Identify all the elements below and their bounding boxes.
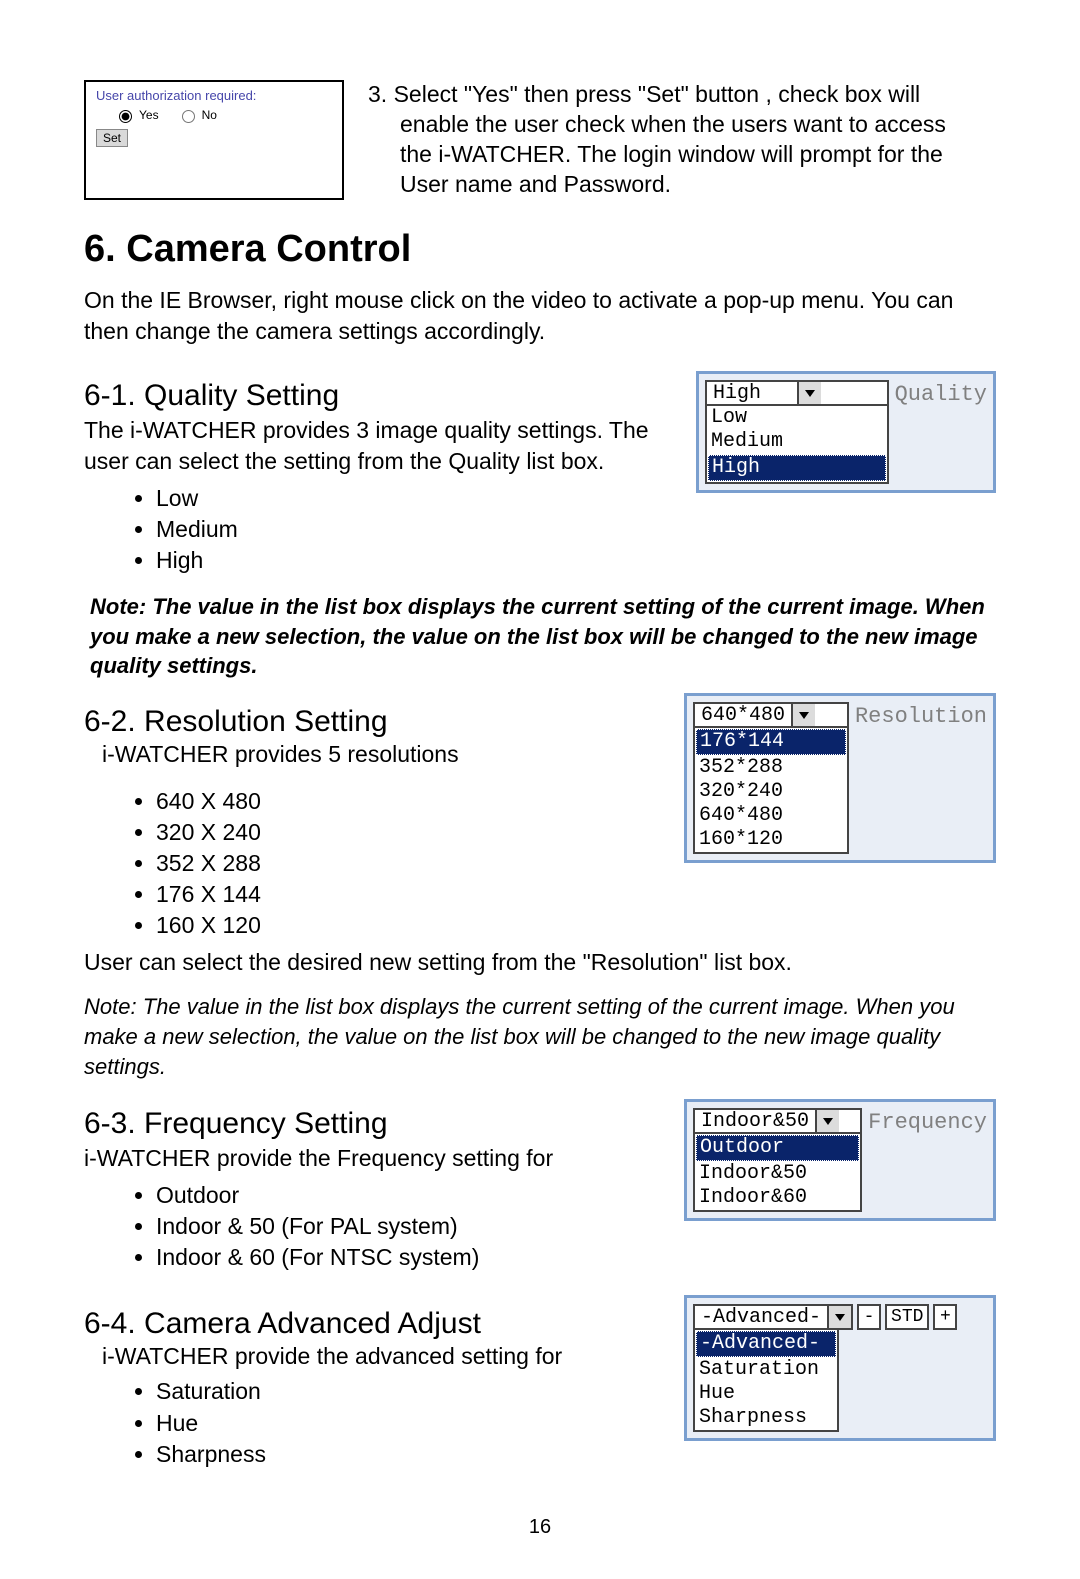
quality-items: LowMediumHigh [156, 483, 672, 576]
frequency-list[interactable]: OutdoorIndoor&50Indoor&60 [693, 1134, 862, 1212]
set-button[interactable]: Set [96, 129, 128, 147]
heading-camera-control: 6. Camera Control [84, 228, 996, 271]
dropdown-option[interactable]: Indoor&50 [695, 1162, 860, 1186]
advanced-widget: -Advanced- - STD + -Advanced-SaturationH… [684, 1295, 996, 1441]
list-item: Sharpness [156, 1439, 660, 1470]
list-item: Hue [156, 1408, 660, 1439]
resolution-label: Resolution [855, 704, 987, 729]
quality-combo[interactable]: High [705, 380, 889, 406]
dropdown-option[interactable]: Saturation [695, 1358, 837, 1382]
resolution-note: Note: The value in the list box displays… [84, 992, 996, 1081]
frequency-combo[interactable]: Indoor&50 [693, 1108, 862, 1134]
resolution-desc: i-WATCHER provides 5 resolutions [102, 741, 660, 768]
dropdown-option[interactable]: 160*120 [695, 828, 847, 852]
quality-note: Note: The value in the list box displays… [90, 592, 996, 681]
resolution-tail: User can select the desired new setting … [84, 947, 996, 978]
resolution-combo[interactable]: 640*480 [693, 702, 849, 728]
list-item: 160 X 120 [156, 910, 660, 941]
list-item: Low [156, 483, 672, 514]
frequency-label: Frequency [868, 1110, 987, 1135]
dropdown-option[interactable]: 176*144 [696, 729, 846, 755]
std-button[interactable]: STD [885, 1304, 929, 1330]
dropdown-option[interactable]: Indoor&60 [695, 1186, 860, 1210]
frequency-desc: i-WATCHER provide the Frequency setting … [84, 1143, 660, 1174]
dropdown-option[interactable]: Sharpness [695, 1406, 837, 1430]
intro-text: On the IE Browser, right mouse click on … [84, 285, 996, 347]
dropdown-arrow-icon[interactable] [793, 704, 815, 726]
dropdown-option[interactable]: Medium [707, 430, 887, 454]
heading-advanced: 6-4. Camera Advanced Adjust [84, 1307, 660, 1341]
dropdown-arrow-icon[interactable] [799, 382, 821, 404]
list-item: 176 X 144 [156, 879, 660, 910]
list-item: Indoor & 60 (For NTSC system) [156, 1242, 660, 1273]
heading-resolution: 6-2. Resolution Setting [84, 705, 660, 739]
auth-no[interactable]: No [177, 107, 217, 123]
list-item: Medium [156, 514, 672, 545]
list-item: 640 X 480 [156, 786, 660, 817]
dropdown-option[interactable]: Low [707, 406, 887, 430]
heading-quality: 6-1. Quality Setting [84, 379, 672, 413]
dropdown-option[interactable]: Outdoor [696, 1135, 859, 1161]
list-item: Indoor & 50 (For PAL system) [156, 1211, 660, 1242]
plus-button[interactable]: + [933, 1304, 957, 1330]
step3-text: 3. Select "Yes" then press "Set" button … [368, 80, 996, 200]
advanced-list[interactable]: -Advanced-SaturationHueSharpness [693, 1330, 839, 1432]
advanced-combo[interactable]: -Advanced- [693, 1304, 853, 1330]
frequency-items: OutdoorIndoor & 50 (For PAL system)Indoo… [156, 1180, 660, 1273]
dropdown-option[interactable]: 640*480 [695, 804, 847, 828]
list-item: Outdoor [156, 1180, 660, 1211]
resolution-widget: 640*480 176*144352*288320*240640*480160*… [684, 693, 996, 863]
quality-list[interactable]: LowMediumHigh [705, 406, 889, 484]
minus-button[interactable]: - [857, 1304, 881, 1330]
list-item: 320 X 240 [156, 817, 660, 848]
dropdown-option[interactable]: -Advanced- [696, 1331, 836, 1357]
heading-frequency: 6-3. Frequency Setting [84, 1107, 660, 1141]
quality-widget: High LowMediumHigh Quality [696, 371, 996, 493]
auth-title: User authorization required: [96, 88, 332, 103]
list-item: High [156, 545, 672, 576]
dropdown-arrow-icon[interactable] [829, 1306, 851, 1328]
quality-label: Quality [895, 382, 987, 407]
resolution-list[interactable]: 176*144352*288320*240640*480160*120 [693, 728, 849, 854]
dropdown-option[interactable]: 320*240 [695, 780, 847, 804]
dropdown-option[interactable]: 352*288 [695, 756, 847, 780]
frequency-widget: Indoor&50 OutdoorIndoor&50Indoor&60 Freq… [684, 1099, 996, 1221]
quality-desc: The i-WATCHER provides 3 image quality s… [84, 415, 672, 477]
dropdown-option[interactable]: High [708, 455, 886, 481]
dropdown-option[interactable]: Hue [695, 1382, 837, 1406]
auth-box: User authorization required: Yes No Set [84, 80, 344, 200]
dropdown-arrow-icon[interactable] [817, 1110, 839, 1132]
list-item: Saturation [156, 1376, 660, 1407]
resolution-items: 640 X 480320 X 240352 X 288176 X 144160 … [156, 786, 660, 941]
list-item: 352 X 288 [156, 848, 660, 879]
page-number: 16 [84, 1516, 996, 1539]
advanced-desc: i-WATCHER provide the advanced setting f… [102, 1343, 660, 1370]
auth-yes[interactable]: Yes [114, 107, 159, 123]
advanced-items: SaturationHueSharpness [156, 1376, 660, 1469]
